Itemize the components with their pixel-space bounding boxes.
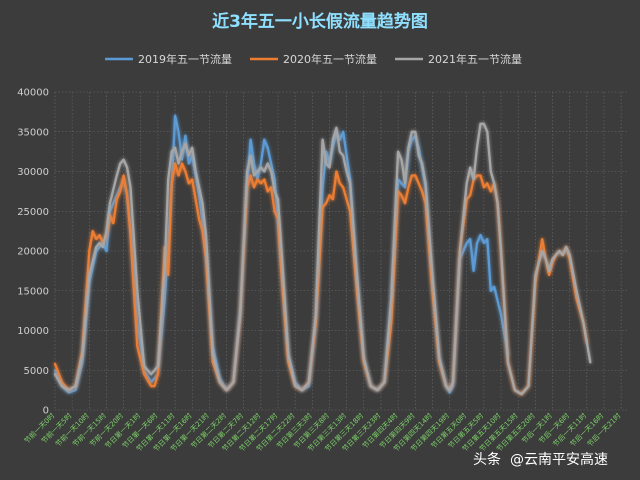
chart-legend: 2019年五一节流量 2020年五一节流量 2021年五一节流量 (105, 52, 522, 66)
x-axis-ticks: 节前一天0时节前一天5时节前一天10时节前一天15时节前一天20时节日第一天1时… (22, 411, 622, 453)
legend-label-1: 2019年五一节流量 (138, 52, 232, 66)
legend-label-3: 2021年五一节流量 (428, 52, 522, 66)
chart-title: 近3年五一小长假流量趋势图 (212, 11, 428, 32)
y-tick-label: 35000 (17, 127, 49, 138)
y-tick-label: 0 (43, 406, 49, 417)
y-tick-label: 40000 (17, 88, 49, 99)
watermark-account: @云南平安高速 (510, 451, 608, 468)
grid-lines (54, 91, 628, 411)
y-tick-label: 30000 (17, 167, 49, 178)
y-tick-label: 25000 (17, 207, 49, 218)
series-lines (53, 114, 592, 396)
legend-label-2: 2020年五一节流量 (283, 52, 377, 66)
watermark: 头条 @云南平安高速 (473, 451, 608, 468)
y-tick-label: 5000 (24, 366, 49, 377)
y-axis-ticks: 0 5000 10000 15000 20000 25000 30000 35000 40000 (17, 88, 49, 417)
series-line-3 (53, 122, 592, 396)
watermark-platform: 头条 (473, 451, 501, 468)
y-tick-label: 15000 (17, 286, 49, 297)
y-tick-label: 10000 (17, 326, 49, 337)
y-tick-label: 20000 (17, 247, 49, 258)
